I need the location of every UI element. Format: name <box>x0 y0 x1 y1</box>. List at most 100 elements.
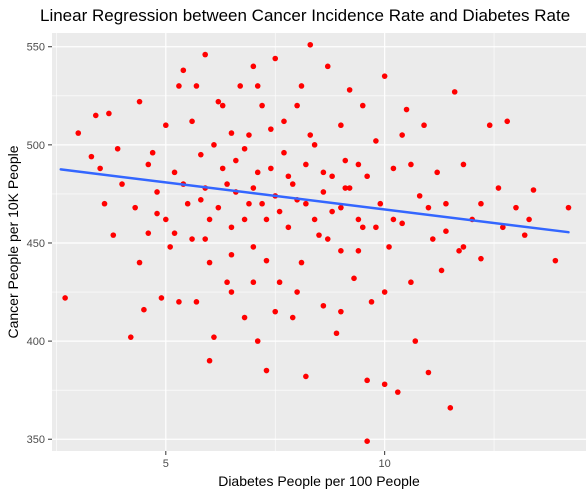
data-points <box>62 41 572 444</box>
data-point <box>254 83 261 89</box>
data-point <box>346 185 353 191</box>
data-point <box>145 230 152 236</box>
data-point <box>342 157 349 164</box>
data-point <box>478 255 484 262</box>
data-point <box>359 224 366 231</box>
data-point <box>268 126 274 132</box>
data-point <box>228 251 235 258</box>
data-point <box>447 405 454 411</box>
data-point <box>416 193 423 199</box>
data-point <box>289 314 296 321</box>
data-point <box>355 161 362 168</box>
data-point <box>176 83 182 89</box>
data-point <box>320 169 327 176</box>
x-axis-title: Diabetes People per 100 People <box>218 473 420 489</box>
data-point <box>215 98 222 105</box>
data-point <box>486 122 493 129</box>
data-point <box>254 338 261 344</box>
data-point <box>381 73 388 79</box>
data-point <box>224 181 230 187</box>
data-point <box>438 267 445 274</box>
data-point <box>211 334 217 340</box>
data-point <box>241 145 248 152</box>
minor-gridlines <box>52 33 586 451</box>
data-point <box>430 236 436 242</box>
data-point <box>394 389 401 395</box>
data-point <box>259 200 265 207</box>
data-point <box>320 302 327 309</box>
x-tick-label: 5 <box>163 458 169 470</box>
y-tick-label: 550 <box>27 42 45 54</box>
data-point <box>110 232 117 238</box>
x-tick-label: 10 <box>379 458 391 470</box>
data-point <box>324 63 331 70</box>
data-point <box>193 299 200 305</box>
data-point <box>364 173 370 180</box>
data-point <box>237 83 244 89</box>
data-point <box>250 63 257 70</box>
data-point <box>211 142 217 148</box>
data-point <box>92 112 99 119</box>
data-point <box>198 151 204 158</box>
data-point <box>163 216 169 223</box>
data-point <box>386 244 392 250</box>
data-point <box>408 161 414 168</box>
data-point <box>246 132 252 138</box>
data-point <box>158 295 165 301</box>
data-point <box>171 169 178 176</box>
data-point <box>154 189 160 195</box>
data-point <box>434 169 440 176</box>
data-point <box>228 224 235 231</box>
data-point <box>88 153 95 160</box>
data-point <box>460 244 467 250</box>
y-tick-label: 400 <box>27 336 45 348</box>
data-point <box>359 102 366 109</box>
data-point <box>408 279 414 286</box>
y-tick-label: 350 <box>27 434 45 446</box>
data-point <box>119 181 125 187</box>
data-point <box>276 208 283 215</box>
data-point <box>250 244 257 250</box>
data-point <box>62 295 68 301</box>
data-point <box>342 185 349 191</box>
data-point <box>272 55 279 62</box>
data-point <box>206 216 213 223</box>
data-point <box>268 165 274 172</box>
data-point <box>106 110 112 117</box>
data-point <box>198 197 204 203</box>
data-point <box>526 216 532 223</box>
data-point <box>163 122 169 129</box>
data-point <box>250 279 257 286</box>
data-point <box>373 138 379 144</box>
data-point <box>513 204 519 211</box>
data-point <box>294 289 300 295</box>
data-point <box>281 149 287 156</box>
data-point <box>114 145 121 152</box>
data-point <box>285 224 292 231</box>
major-gridlines <box>52 33 586 451</box>
data-point <box>307 41 314 48</box>
data-point <box>219 165 226 172</box>
regression-line <box>59 168 570 234</box>
data-point <box>193 83 200 89</box>
data-point <box>127 334 134 340</box>
data-point <box>132 204 138 211</box>
y-tick-label: 450 <box>27 238 45 250</box>
data-point <box>189 236 195 242</box>
data-point <box>246 200 252 207</box>
data-point <box>311 142 318 148</box>
data-point <box>263 257 270 264</box>
data-point <box>184 200 191 207</box>
data-point <box>399 220 405 227</box>
data-point <box>316 232 322 238</box>
data-point <box>351 275 357 282</box>
data-point <box>281 118 287 125</box>
data-point <box>97 165 103 172</box>
data-point <box>504 118 511 125</box>
data-point <box>530 187 537 193</box>
data-point <box>320 189 327 195</box>
data-point <box>311 216 318 223</box>
data-point <box>303 161 309 168</box>
data-point <box>206 357 213 364</box>
